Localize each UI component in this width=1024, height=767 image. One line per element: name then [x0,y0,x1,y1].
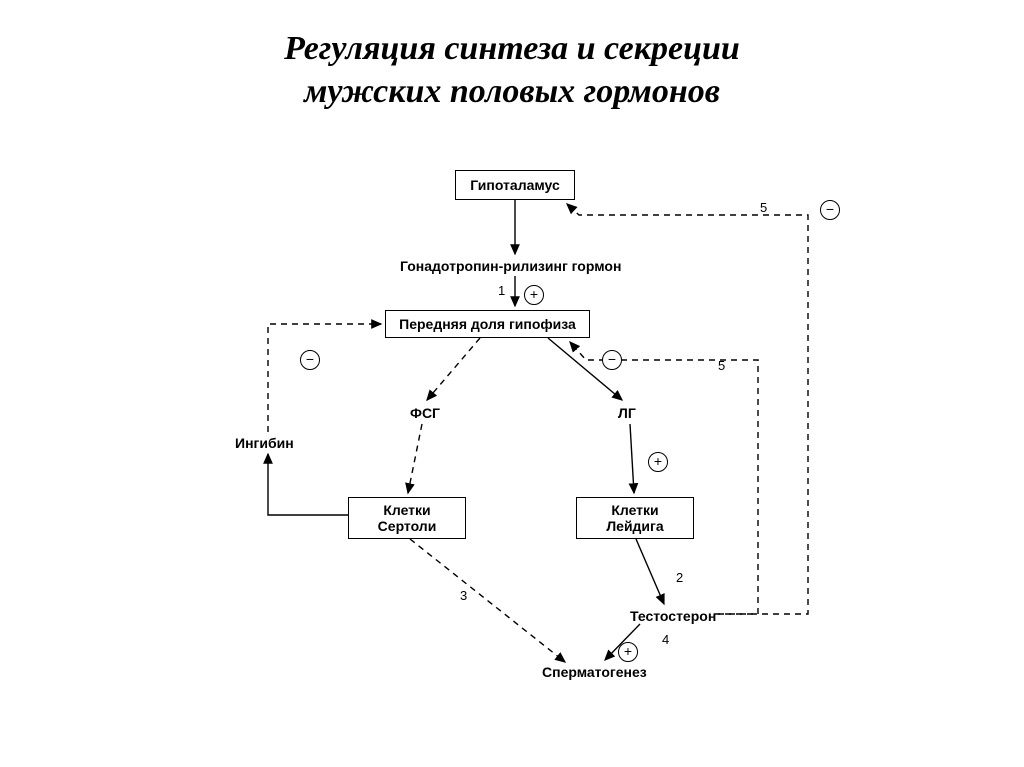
edge-fsh-sertoli [408,424,422,493]
sign-plus-lh: + [648,452,668,472]
edge-pit-fsh [427,338,480,400]
node-pituitary: Передняя доля гипофиза [385,310,590,338]
label-gnrh: Гонадотропин-рилизинг гормон [400,258,621,274]
edge-num-3: 3 [460,588,467,603]
edges-svg [0,0,1024,767]
node-pituitary-label: Передняя доля гипофиза [399,316,576,332]
node-sertoli: Клетки Сертоли [348,497,466,539]
sign-plus-sperm: + [618,642,638,662]
node-leydig-label: Клетки Лейдига [606,502,663,534]
node-sertoli-label: Клетки Сертоли [378,502,437,534]
edge-num-5b: 5 [760,200,767,215]
edge-testo-pit-fb [570,342,758,614]
node-hypothalamus: Гипоталамус [455,170,575,200]
flowchart: Гипоталамус Передняя доля гипофиза Клетк… [0,0,1024,767]
edge-num-1: 1 [498,283,505,298]
edge-sertoli-sperm [410,539,565,662]
label-inhibin: Ингибин [235,435,294,451]
sign-minus-fb-pit: − [602,350,622,370]
edge-inhibin-pit [268,324,381,432]
node-hypothalamus-label: Гипоталамус [470,177,560,193]
edge-num-2: 2 [676,570,683,585]
sign-minus-fb-hypo: − [820,200,840,220]
edge-sertoli-inhibin [268,454,348,515]
edge-num-4: 4 [662,632,669,647]
edge-lh-leydig [630,424,634,493]
sign-plus-gnrh: + [524,285,544,305]
edge-num-5a: 5 [718,358,725,373]
label-spermatogenesis: Сперматогенез [542,664,647,680]
node-leydig: Клетки Лейдига [576,497,694,539]
label-testosterone: Тестостерон [630,608,716,624]
label-fsh: ФСГ [410,405,440,421]
edge-leydig-testo [636,539,664,604]
label-lh: ЛГ [618,405,636,421]
sign-minus-inhibin: − [300,350,320,370]
